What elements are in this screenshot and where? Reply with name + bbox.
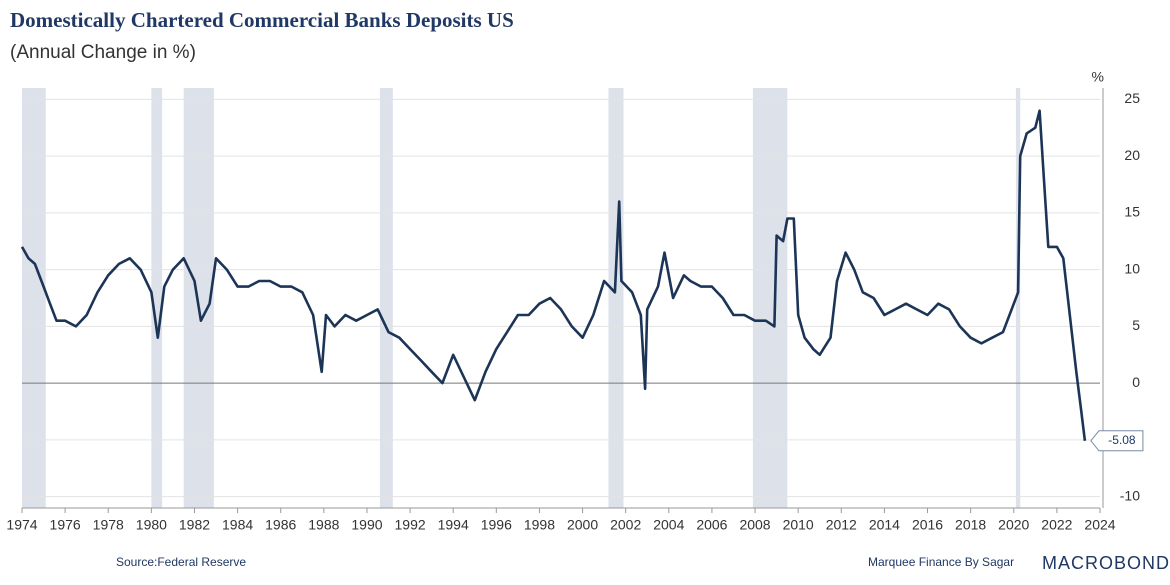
x-tick-label: 1982: [179, 517, 210, 533]
y-tick-label: 20: [1124, 147, 1140, 163]
x-tick-label: 1990: [351, 517, 382, 533]
y-tick-label: 15: [1124, 204, 1140, 220]
x-tick-label: 2010: [783, 517, 814, 533]
last-value-label: -5.08: [1108, 433, 1136, 447]
x-tick-label: 2024: [1084, 517, 1115, 533]
x-tick-label: 2006: [696, 517, 727, 533]
chart-title: Domestically Chartered Commercial Banks …: [10, 8, 514, 32]
x-tick-label: 2012: [826, 517, 857, 533]
x-tick-label: 1996: [481, 517, 512, 533]
brand: MACROBOND: [1042, 553, 1170, 573]
recession-band: [22, 88, 46, 508]
x-tick-label: 2018: [955, 517, 986, 533]
y-tick-label: 10: [1124, 260, 1140, 276]
last-value-box: [1090, 430, 1144, 452]
x-tick-label: 2014: [869, 517, 900, 533]
recession-band: [379, 88, 393, 508]
recession-band: [1015, 88, 1021, 508]
x-tick-label: 1992: [395, 517, 426, 533]
x-tick-label: 1978: [93, 517, 124, 533]
y-tick-label: 5: [1132, 317, 1140, 333]
recession-band: [183, 88, 214, 508]
x-tick-label: 1994: [438, 517, 469, 533]
x-tick-label: 1984: [222, 517, 253, 533]
x-tick-label: 1986: [265, 517, 296, 533]
x-tick-label: 2004: [653, 517, 684, 533]
recession-band: [151, 88, 163, 508]
x-tick-label: 2000: [567, 517, 598, 533]
y-tick-label: 0: [1132, 374, 1140, 390]
y-tick-label: 25: [1124, 90, 1140, 106]
y-unit: %: [1092, 69, 1104, 85]
x-tick-label: 2008: [739, 517, 770, 533]
credit: Marquee Finance By Sagar: [868, 555, 1014, 569]
recession-band: [752, 88, 788, 508]
x-tick-label: 2022: [1041, 517, 1072, 533]
x-tick-label: 2020: [998, 517, 1029, 533]
series-line: [20, 109, 1087, 441]
x-tick-label: 1988: [308, 517, 339, 533]
x-tick-label: 2002: [610, 517, 641, 533]
x-tick-label: 1980: [136, 517, 167, 533]
chart-subtitle: (Annual Change in %): [10, 42, 196, 63]
x-tick-label: 2016: [912, 517, 943, 533]
x-tick-label: 1974: [6, 517, 37, 533]
x-tick-label: 1998: [524, 517, 555, 533]
x-tick-label: 1976: [50, 517, 81, 533]
source: Source:Federal Reserve: [116, 555, 246, 569]
y-tick-label: -10: [1120, 487, 1140, 503]
recession-band: [608, 88, 624, 508]
